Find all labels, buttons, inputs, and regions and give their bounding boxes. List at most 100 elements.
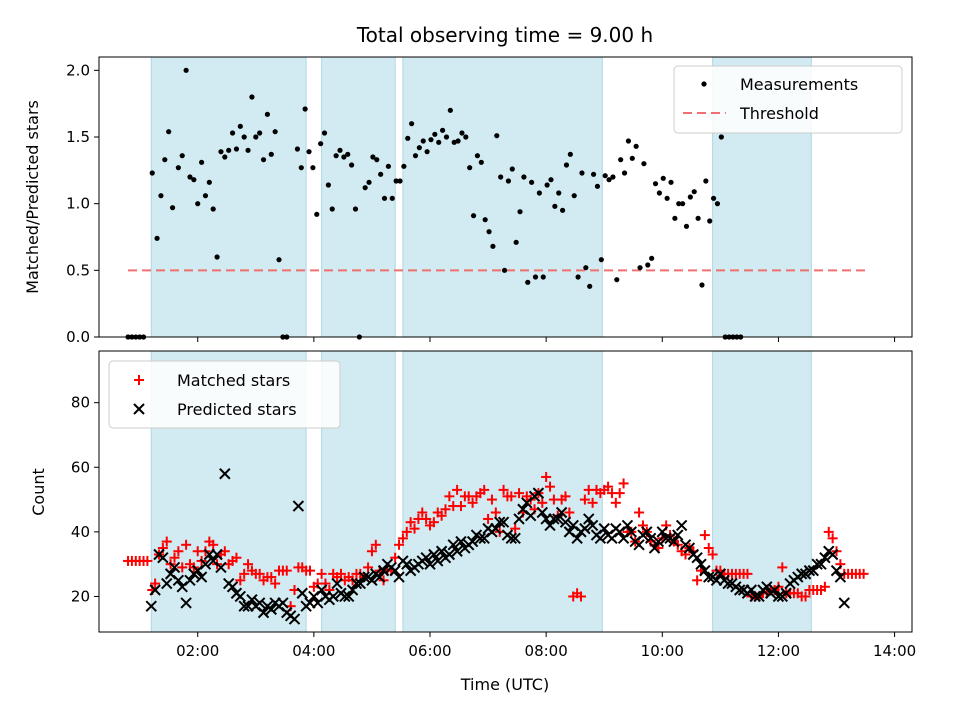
measurement-point	[294, 146, 301, 152]
measurement-point	[525, 279, 531, 285]
predicted-star-point	[668, 535, 680, 548]
measurement-point	[237, 123, 243, 129]
matched-star-point	[823, 526, 834, 537]
matched-star-point	[142, 555, 153, 566]
predicted-star-point	[211, 548, 223, 561]
measurement-point	[633, 143, 639, 149]
measurement-point	[501, 267, 508, 273]
measurement-point	[455, 138, 461, 144]
matched-star-point	[514, 488, 525, 499]
measurement-point	[233, 146, 240, 152]
predicted-star-point	[145, 600, 157, 612]
matched-star-point	[498, 484, 509, 495]
measurement-point	[583, 265, 589, 271]
predicted-star-point	[234, 590, 247, 603]
measurement-point	[349, 162, 355, 168]
measurement-point	[298, 165, 304, 171]
matched-star-point	[161, 536, 172, 547]
predicted-star-point	[199, 558, 212, 570]
predicted-star-point	[292, 500, 305, 512]
measurement-point	[352, 206, 359, 212]
predicted-star-point	[524, 510, 537, 522]
measurement-point	[306, 149, 312, 155]
y-tick-label: 20	[71, 587, 90, 605]
predicted-star-point	[830, 564, 843, 577]
measurement-point	[536, 190, 542, 196]
measurement-point	[179, 153, 185, 159]
matched-star-point	[819, 581, 830, 592]
matched-star-point	[614, 488, 625, 499]
matched-star-point	[243, 559, 254, 570]
matched-star-point	[401, 526, 412, 537]
measurement-point	[169, 205, 176, 211]
predicted-star-point	[474, 532, 487, 545]
legend-box	[673, 65, 903, 134]
predicted-star-point	[594, 532, 607, 545]
predicted-star-point	[424, 558, 436, 570]
measurement-point	[594, 183, 601, 189]
measurement-point	[310, 165, 316, 171]
measurement-point	[660, 175, 666, 181]
measurement-point	[652, 181, 659, 187]
measurement-point	[641, 161, 647, 167]
measurement-point	[253, 134, 259, 140]
measurement-point	[412, 153, 419, 159]
measurement-point	[381, 195, 388, 201]
predicted-star-point	[555, 506, 568, 519]
predicted-star-point	[672, 529, 684, 541]
measurement-point	[443, 134, 450, 140]
legend-predicted-marker	[133, 403, 145, 415]
measurement-point	[424, 149, 430, 155]
predicted-star-point	[447, 539, 459, 551]
matched-star-point	[742, 568, 753, 579]
y-tick-label: 1.5	[66, 128, 90, 146]
y-tick-label: 40	[71, 523, 90, 541]
predicted-star-point	[358, 571, 370, 583]
predicted-star-point	[373, 571, 386, 583]
matched-star-point	[827, 533, 838, 544]
predicted-star-point	[451, 545, 463, 557]
predicted-star-point	[532, 487, 545, 499]
predicted-star-point	[633, 539, 645, 551]
measurement-point	[154, 235, 160, 241]
measurement-point	[222, 154, 228, 160]
measurement-point	[544, 182, 550, 188]
predicted-star-point	[795, 568, 808, 580]
measurement-point	[703, 178, 709, 184]
measurement-point	[158, 193, 164, 199]
predicted-star-point	[513, 513, 525, 525]
measurement-point	[241, 134, 247, 140]
measurement-point	[385, 163, 391, 169]
predicted-star-point	[466, 535, 479, 548]
predicted-star-point	[443, 548, 456, 561]
measurement-point	[575, 274, 581, 280]
measurement-point	[567, 151, 573, 157]
measurement-point	[548, 177, 554, 183]
predicted-star-point	[366, 574, 378, 587]
measurement-point	[680, 201, 686, 207]
measurement-point	[459, 130, 465, 136]
matched-star-point	[537, 497, 548, 508]
measurement-point	[621, 170, 628, 176]
matched-star-point	[703, 543, 714, 554]
y-tick-label: 2.0	[66, 61, 90, 79]
matched-star-point	[421, 513, 432, 524]
measurement-point	[432, 131, 438, 137]
measurement-point	[521, 174, 527, 180]
measurement-point	[249, 94, 255, 100]
measurement-point	[637, 265, 643, 271]
measurement-point	[374, 157, 380, 163]
measurement-point	[420, 138, 426, 144]
predicted-star-point	[722, 577, 734, 590]
measurement-point	[264, 111, 271, 117]
matched-star-point	[490, 507, 501, 518]
matched-star-point	[173, 546, 184, 557]
y-tick-label: 1.0	[66, 195, 90, 213]
measurement-point	[401, 163, 407, 169]
measurement-point	[166, 129, 172, 135]
measurement-point	[532, 274, 539, 280]
measurement-point	[529, 179, 535, 185]
measurement-point	[226, 147, 232, 153]
measurement-point	[329, 206, 335, 212]
